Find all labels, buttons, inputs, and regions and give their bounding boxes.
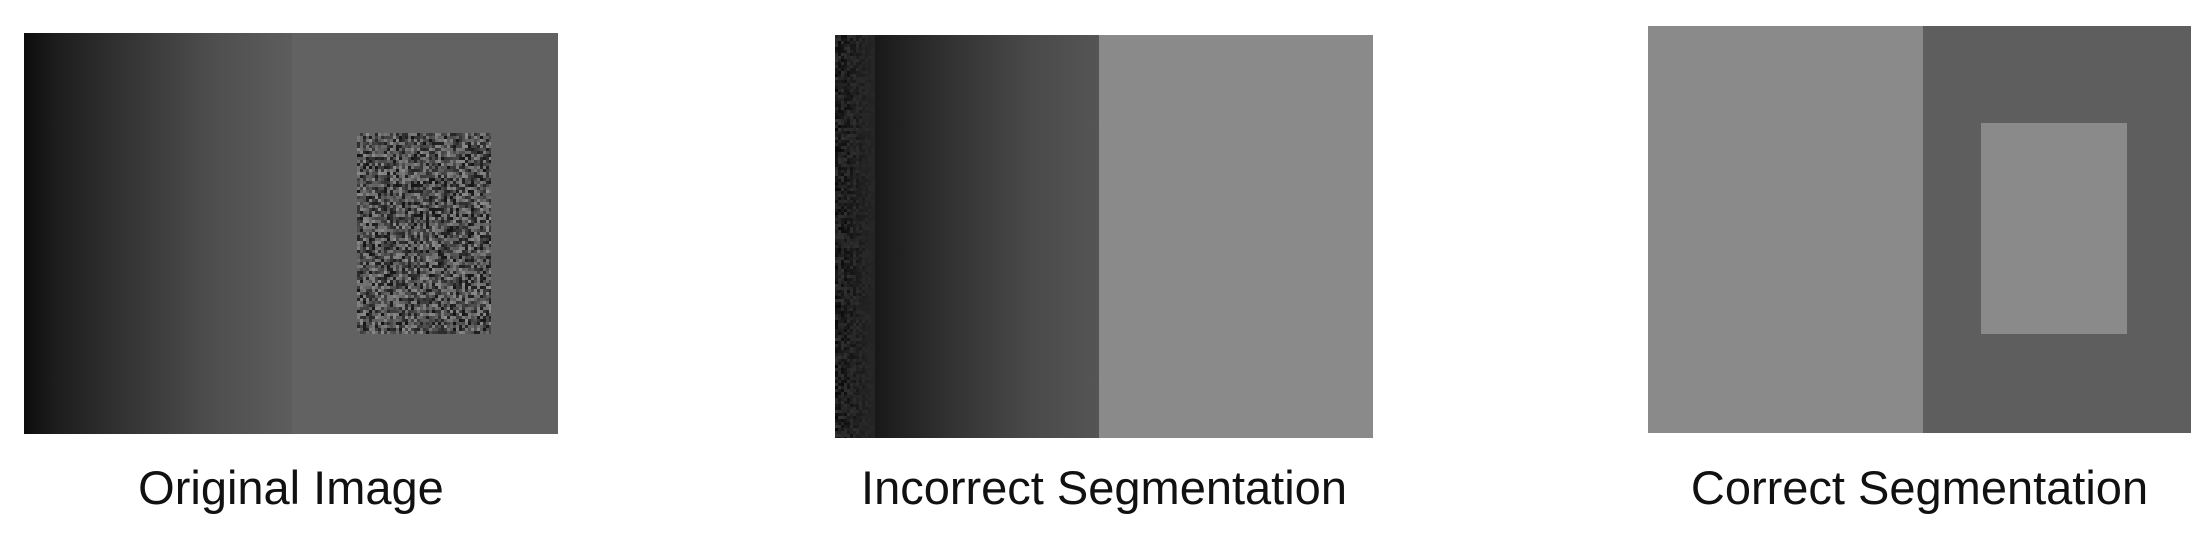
original-image-caption: Original Image <box>24 460 558 515</box>
noise-texture-region <box>357 133 491 334</box>
original-image <box>24 33 558 434</box>
correct-segmentation-caption: Correct Segmentation <box>1648 460 2191 515</box>
correct-segmentation-image <box>1648 26 2191 433</box>
incorrect-segmentation-caption: Incorrect Segmentation <box>835 460 1373 515</box>
uniform-segment <box>1099 35 1373 438</box>
inner-rectangle-segment <box>1981 123 2127 334</box>
left-segment <box>1648 26 1923 433</box>
incorrect-segmentation-image <box>835 35 1373 438</box>
noisy-edge <box>835 35 875 438</box>
gradient-region <box>24 33 292 434</box>
